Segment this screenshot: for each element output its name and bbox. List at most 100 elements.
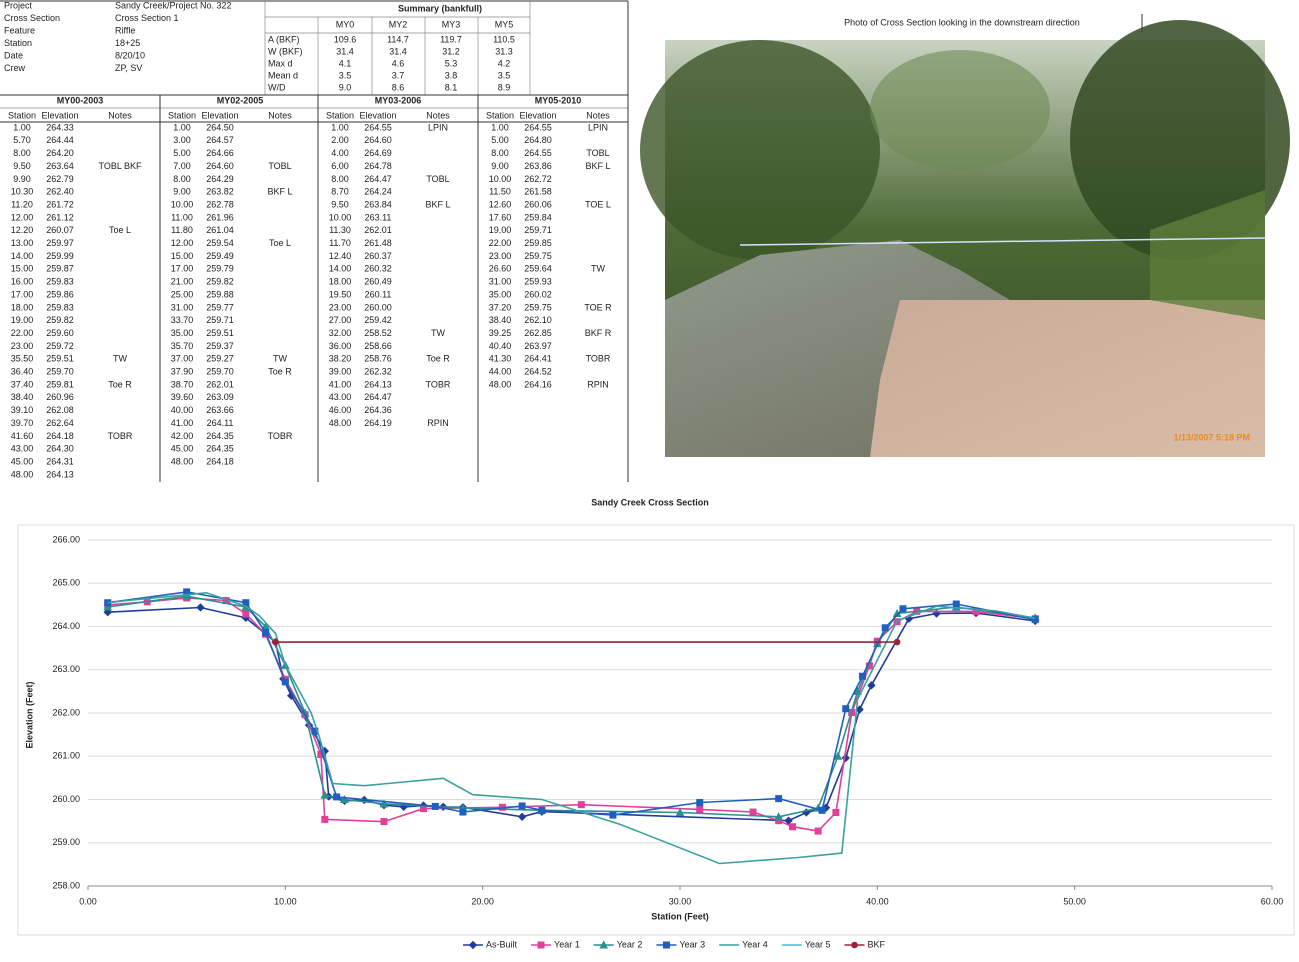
- table-cell: 259.70: [46, 367, 74, 377]
- table-cell: TOBR: [426, 379, 451, 389]
- column-header: Elevation: [519, 110, 556, 120]
- header-label: Date: [4, 50, 23, 60]
- marker: [537, 941, 545, 949]
- table-cell: 5.00: [173, 148, 191, 158]
- marker: [609, 811, 617, 819]
- table-cell: 43.00: [329, 392, 352, 402]
- table-cell: 35.00: [171, 328, 194, 338]
- table-cell: 264.31: [46, 456, 74, 466]
- table-cell: 12.00: [11, 212, 34, 222]
- column-header: Station: [326, 110, 354, 120]
- table-cell: 260.49: [364, 277, 392, 287]
- marker: [379, 799, 389, 808]
- column-header: Notes: [426, 110, 450, 120]
- header-label: Crew: [4, 63, 26, 73]
- table-cell: 261.72: [46, 199, 74, 209]
- marker: [599, 940, 609, 949]
- table-cell: 4.00: [331, 148, 349, 158]
- table-cell: 13.00: [11, 238, 34, 248]
- table-cell: 48.00: [329, 418, 352, 428]
- table-cell: 262.40: [46, 187, 74, 197]
- table-cell: 259.86: [46, 289, 74, 299]
- table-cell: BKF R: [585, 328, 612, 338]
- table-cell: 259.83: [46, 277, 74, 287]
- table-cell: TOE L: [585, 199, 611, 209]
- table-cell: 260.37: [364, 251, 392, 261]
- marker: [272, 638, 279, 646]
- marker: [431, 802, 439, 810]
- table-cell: 264.13: [364, 379, 392, 389]
- legend-item: Year 4: [719, 939, 768, 949]
- series-line: [107, 595, 1036, 818]
- table-cell: 259.83: [46, 302, 74, 312]
- table-cell: 264.44: [46, 135, 74, 145]
- table-cell: BKF L: [425, 199, 450, 209]
- table-cell: 264.29: [206, 174, 234, 184]
- marker: [899, 605, 907, 613]
- table-cell: TOE R: [584, 302, 612, 312]
- legend-item: Year 5: [781, 939, 831, 949]
- table-cell: 27.00: [329, 315, 352, 325]
- table-cell: 263.84: [364, 199, 392, 209]
- column-header: Elevation: [201, 110, 238, 120]
- table-cell: 45.00: [11, 456, 34, 466]
- table-cell: 39.10: [11, 405, 34, 415]
- column-header: Elevation: [359, 110, 396, 120]
- table-cell: 35.00: [489, 289, 512, 299]
- table-frame: [0, 0, 1143, 482]
- table-cell: 259.93: [524, 277, 552, 287]
- table-cell: 258.52: [364, 328, 392, 338]
- table-cell: 264.30: [46, 444, 74, 454]
- table-cell: 38.70: [171, 379, 194, 389]
- table-cell: 262.08: [46, 405, 74, 415]
- table-cell: 259.71: [524, 225, 552, 235]
- summary-label: Mean d: [268, 70, 298, 80]
- table-cell: 259.70: [206, 367, 234, 377]
- table-cell: 7.00: [173, 161, 191, 171]
- table-cell: 23.00: [329, 302, 352, 312]
- table-cell: Toe R: [426, 354, 450, 364]
- table-cell: Toe R: [268, 367, 292, 377]
- y-axis-label: Elevation (Feet): [24, 681, 34, 748]
- table-title: MY03-2006: [375, 95, 422, 105]
- table-cell: 260.06: [524, 199, 552, 209]
- x-tick-label: 20.00: [471, 896, 494, 906]
- marker: [696, 805, 704, 813]
- table-cell: 8.00: [173, 174, 191, 184]
- table-cell: 264.66: [206, 148, 234, 158]
- legend-label: Year 1: [554, 939, 580, 949]
- marker: [281, 678, 289, 686]
- summary-value: 8.1: [445, 82, 458, 92]
- summary-column: MY2: [389, 19, 408, 29]
- table-cell: 259.82: [206, 277, 234, 287]
- marker: [1031, 616, 1039, 624]
- table-cell: LPIN: [428, 122, 448, 132]
- table-cell: 259.49: [206, 251, 234, 261]
- table-cell: 8.70: [331, 187, 349, 197]
- table-cell: 263.86: [524, 161, 552, 171]
- summary-value: 9.0: [339, 82, 352, 92]
- table-cell: TW: [273, 354, 287, 364]
- y-tick-label: 261.00: [52, 751, 80, 761]
- table-cell: 263.11: [365, 212, 392, 222]
- table-cell: 264.52: [524, 367, 552, 377]
- table-cell: 262.85: [524, 328, 552, 338]
- marker: [696, 799, 704, 807]
- table-cell: 23.00: [11, 341, 34, 351]
- table-cell: 9.50: [13, 161, 31, 171]
- header-label: Project: [4, 0, 33, 10]
- table-cell: 36.00: [329, 341, 352, 351]
- summary-value: 3.5: [498, 70, 511, 80]
- table-cell: 39.00: [329, 367, 352, 377]
- table-cell: 9.00: [491, 161, 509, 171]
- legend-label: Year 3: [679, 939, 705, 949]
- marker: [814, 827, 822, 835]
- summary-value: 5.3: [445, 58, 458, 68]
- table-cell: 11.00: [171, 212, 193, 222]
- table-cell: 264.80: [524, 135, 552, 145]
- table-cell: 262.10: [524, 315, 552, 325]
- table-cell: 264.55: [524, 122, 552, 132]
- table-cell: 259.82: [46, 315, 74, 325]
- table-cell: 15.00: [171, 251, 194, 261]
- table-cell: 41.00: [171, 418, 194, 428]
